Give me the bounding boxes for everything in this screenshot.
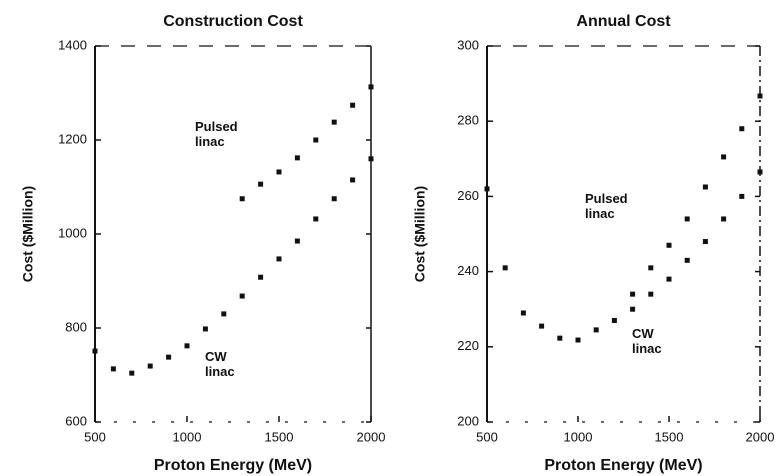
point [331,119,337,125]
point [721,154,727,160]
annotation: Pulsed linac [195,119,238,149]
x-tick-label: 2000 [357,429,386,444]
point [184,343,190,349]
point [221,311,227,317]
annotation: Pulsed linac [585,191,628,221]
point [648,291,654,297]
point [202,326,208,332]
y-axis-label: Cost ($Million) [20,186,36,282]
point [648,265,654,271]
point [557,335,563,341]
y-tick-label: 260 [457,188,479,203]
y-tick-label: 600 [65,413,87,428]
point [258,274,264,280]
point [757,169,763,175]
x-tick-label: 1500 [655,429,684,444]
point [276,256,282,262]
x-axis-label: Proton Energy (MeV) [544,457,702,474]
point [666,242,672,248]
point [239,196,245,202]
point [539,323,545,329]
point [484,186,490,192]
annotation-line: CW [632,326,654,341]
point [368,84,374,90]
point [294,155,300,161]
point [239,293,245,299]
annotation-line: Pulsed [195,119,238,134]
point [331,196,337,202]
point [630,291,636,297]
point [110,366,116,372]
point [313,137,319,143]
point [684,257,690,263]
point [166,354,172,360]
y-tick-label: 800 [65,319,87,334]
x-tick-label: 1000 [173,429,202,444]
x-tick-label: 1500 [265,429,294,444]
y-tick-label: 1400 [58,37,87,52]
x-tick-label: 500 [84,429,106,444]
point [702,239,708,245]
point [350,177,356,183]
point [502,265,508,271]
y-tick-label: 280 [457,113,479,128]
y-tick-label: 300 [457,37,479,52]
x-tick-label: 1000 [564,429,593,444]
annotation-line: Pulsed [585,191,628,206]
point [721,216,727,222]
x-tick-label: 2000 [746,429,775,444]
annotation-line: CW [205,349,227,364]
point [294,238,300,244]
annotation: CW linac [632,326,662,356]
point [593,327,599,333]
x-axis-label: Proton Energy (MeV) [154,457,312,474]
chart-title: Annual Cost [576,13,671,30]
point [129,370,135,376]
y-tick-label: 220 [457,338,479,353]
chart-title: Construction Cost [163,13,303,30]
x-tick-label: 500 [476,429,498,444]
point [92,348,98,354]
point [350,102,356,108]
point [739,126,745,132]
point [666,276,672,282]
y-axis-label: Cost ($Million) [412,186,428,282]
annotation: CW linac [205,349,235,379]
point [147,363,153,369]
point [258,181,264,187]
subplot: Construction Cost Proton Energy (MeV) Cost… [20,13,386,474]
annotation-line: linac [205,364,235,379]
annotation-line: linac [195,134,225,149]
point [575,337,581,343]
y-tick-label: 1200 [58,131,87,146]
point [313,216,319,222]
annotation-line: linac [632,341,662,356]
point [684,216,690,222]
point [276,169,282,175]
y-tick-label: 200 [457,413,479,428]
point [739,193,745,199]
y-tick-label: 1000 [58,225,87,240]
point [630,306,636,312]
point [520,310,526,316]
point [702,184,708,190]
point [368,156,374,162]
point [757,93,763,99]
point [611,317,617,323]
y-tick-label: 240 [457,263,479,278]
annotation-line: linac [585,206,615,221]
subplot: Annual Cost Proton Energy (MeV) Cost ($Mil… [412,13,775,474]
